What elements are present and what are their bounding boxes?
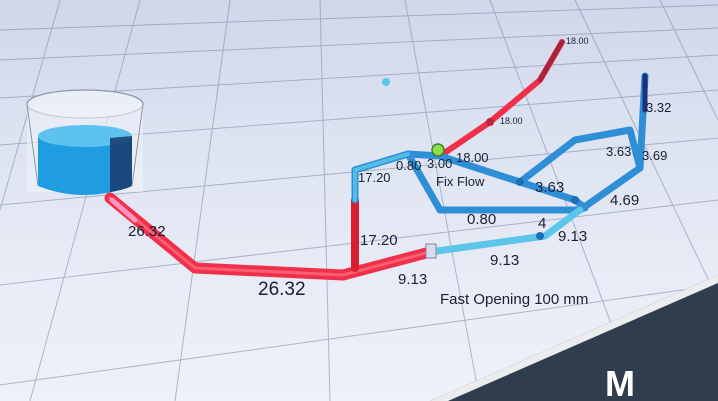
label-pipe-mid-b: 3.00 — [427, 156, 452, 171]
label-pipe-right-low: 4.69 — [610, 192, 639, 209]
label-pipe-right-c: 3.69 — [642, 148, 667, 163]
label-pipe-top-left: 17.20 — [358, 170, 391, 185]
label-pipe-upper: 18.00 — [456, 150, 489, 165]
label-pipe-tip: 18.00 — [566, 36, 589, 46]
label-pipe-low-mid: 9.13 — [490, 252, 519, 269]
label-pipe-right-top: 3.32 — [646, 100, 671, 115]
label-pipe-center-b: 4 — [538, 215, 546, 232]
water-tank[interactable] — [26, 89, 144, 195]
label-pipe-low-left: 9.13 — [398, 271, 427, 288]
label-pipe-riser: 17.20 — [360, 232, 398, 249]
label-pipe-center: 0.80 — [467, 211, 496, 228]
label-pipe-main: 26.32 — [258, 279, 306, 300]
label-pipe-right-a: 3.63 — [535, 179, 564, 196]
label-pipe-upper-far: 18.00 — [500, 116, 523, 126]
label-pipe-inlet: 26.32 — [128, 223, 166, 240]
label-fix-flow: Fix Flow — [436, 174, 485, 189]
hot-pipe-network[interactable] — [104, 39, 565, 281]
label-pipe-low-right: 9.13 — [558, 228, 587, 245]
label-pipe-mid-a: 0.80 — [396, 158, 421, 173]
pipe-fittings — [382, 78, 579, 259]
label-valve-caption: Fast Opening 100 mm — [440, 291, 588, 308]
label-pipe-right-b: 3.63 — [606, 144, 631, 159]
